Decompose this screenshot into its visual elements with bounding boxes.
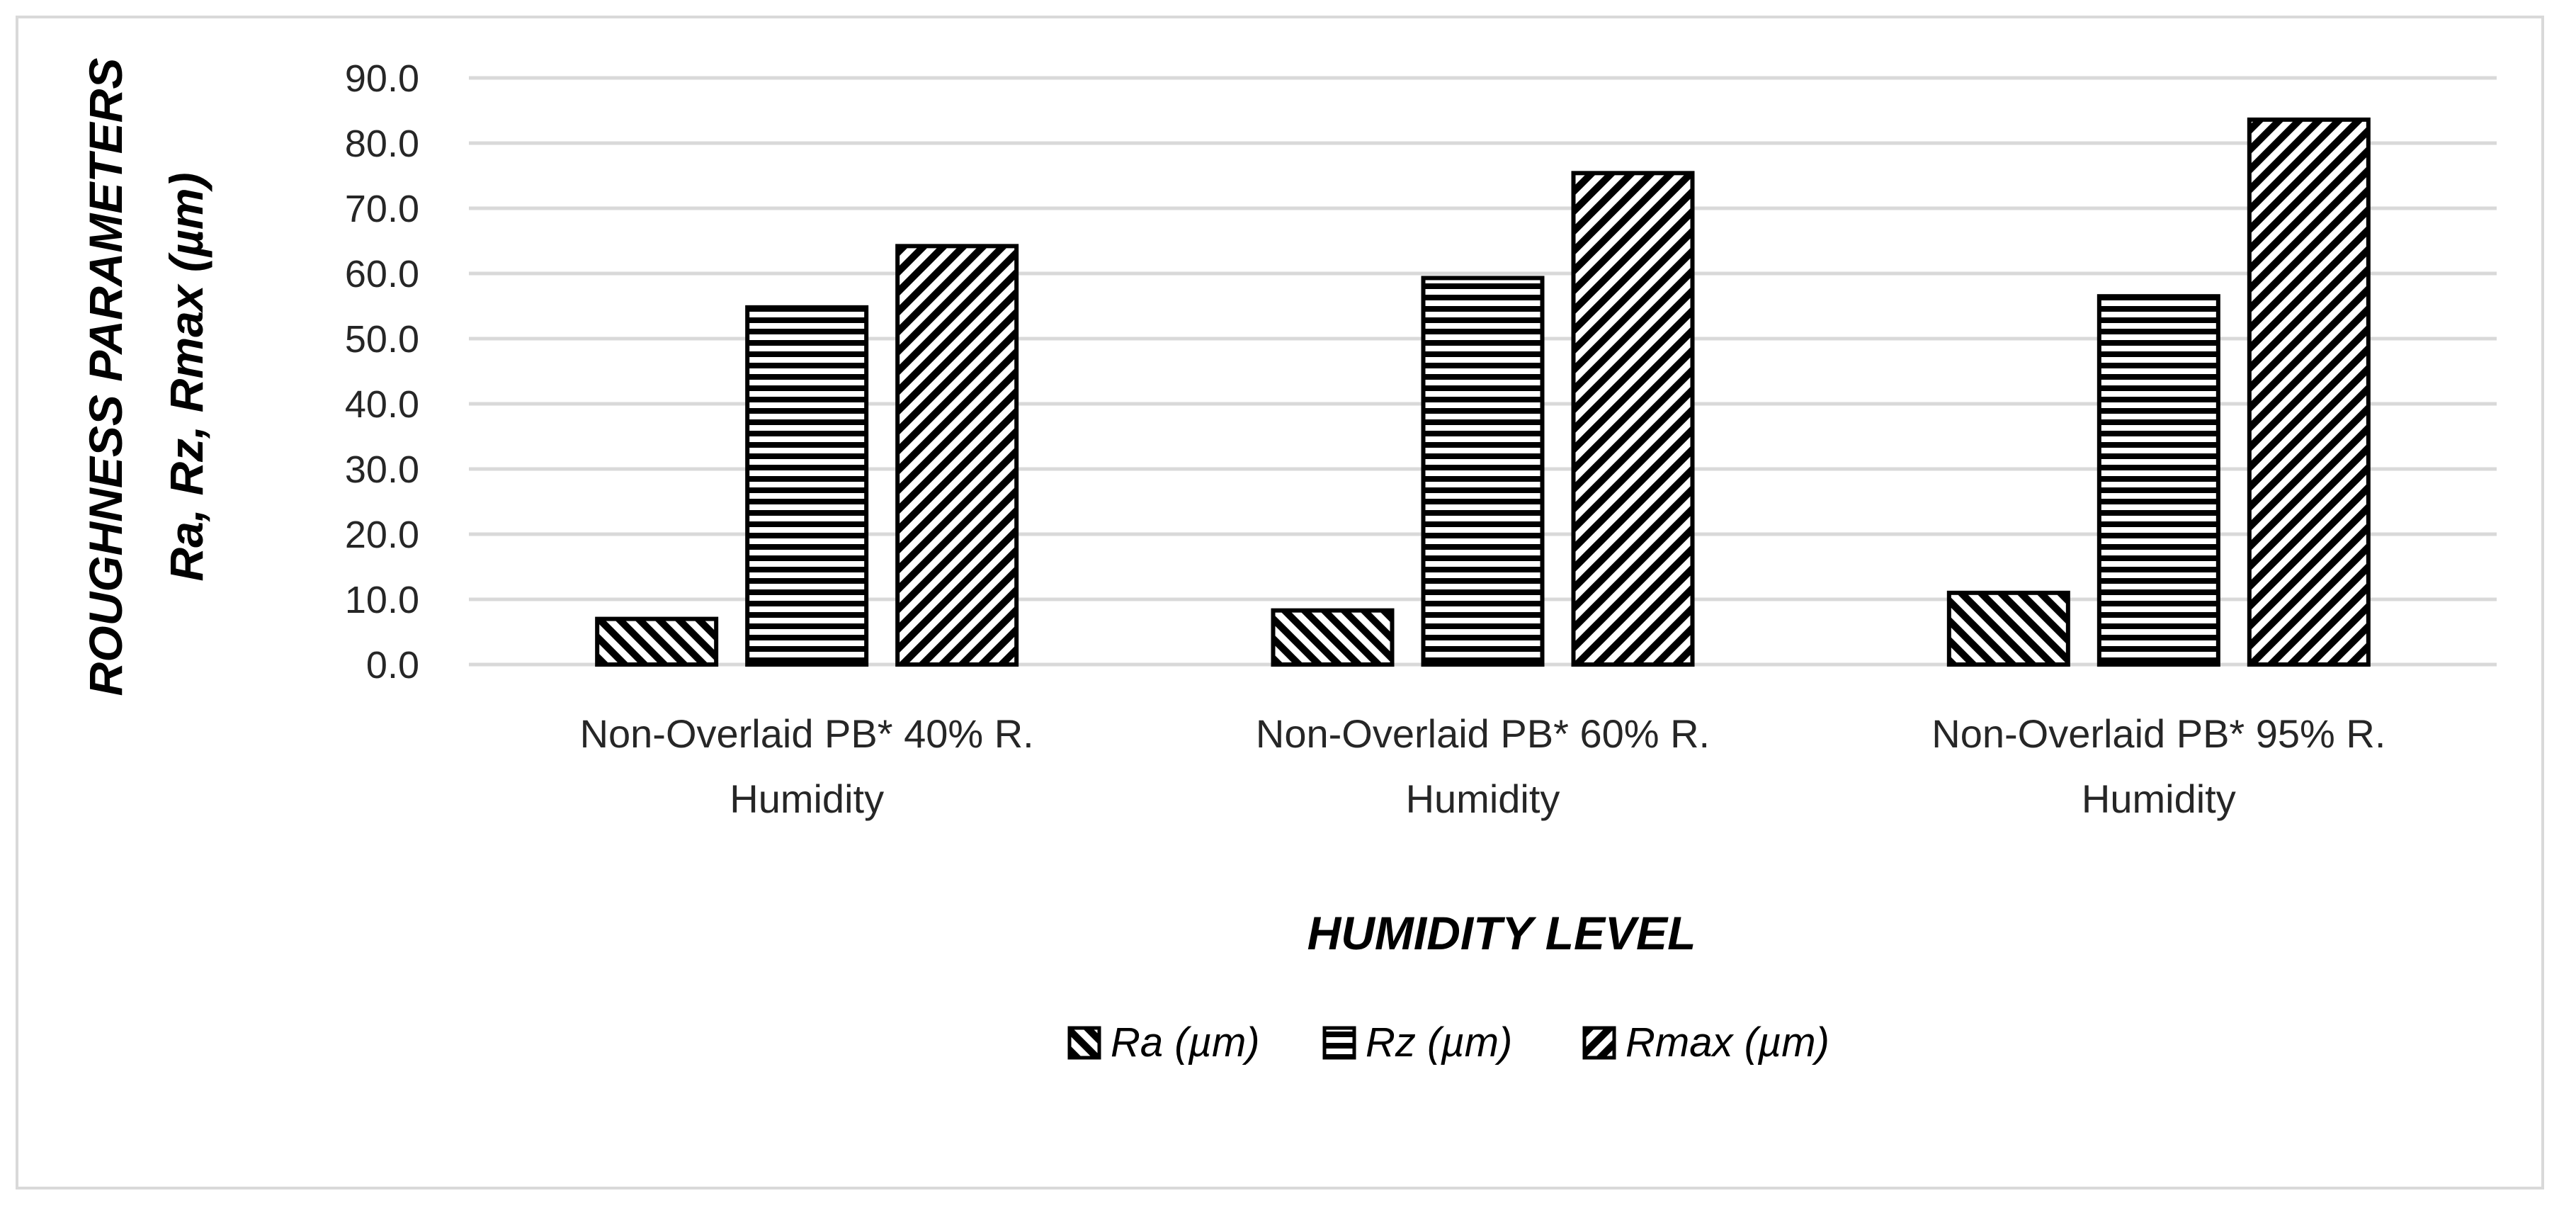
category-label-line: Non-Overlaid PB* 95% R. [1931, 711, 2385, 756]
bar-diag-up-1 [895, 244, 1019, 667]
category-label-line: Non-Overlaid PB* 60% R. [1256, 711, 1710, 756]
y-axis-title-line2: Ra, Rz, Rmax (µm) [160, 172, 212, 581]
y-axis-ticks: 0.0 10.0 20.0 30.0 40.0 50.0 60.0 70.0 80.0 90.0 [345, 57, 419, 686]
legend-swatch [1322, 1026, 1356, 1060]
bar-horizontal-1 [745, 305, 869, 667]
y-tick-label: 0.0 [366, 644, 419, 686]
category-label: Non-Overlaid PB* 40% R. Humidity [580, 711, 1034, 821]
bar-diag-down-3 [1946, 590, 2070, 667]
y-axis-title: ROUGHNESS PARAMETERS Ra, Rz, Rmax (µm) [79, 58, 212, 696]
y-axis-title-line1: ROUGHNESS PARAMETERS [79, 58, 132, 696]
bar-diag-up-2 [1571, 171, 1695, 667]
y-tick-label: 30.0 [345, 448, 419, 491]
legend: Ra (µm) Rz (µm) Rmax (µm) [1067, 1019, 1829, 1066]
legend-swatch [1582, 1026, 1616, 1060]
legend-label: Rmax (µm) [1625, 1019, 1829, 1066]
y-tick-label: 60.0 [345, 253, 419, 295]
bar-horizontal-3 [2096, 294, 2220, 667]
legend-item-diag-down: Ra (µm) [1067, 1019, 1260, 1066]
category-label-line: Humidity [2082, 776, 2236, 821]
legend-swatch [1067, 1026, 1101, 1060]
category-label-line: Humidity [1406, 776, 1560, 821]
legend-label: Ra (µm) [1111, 1019, 1260, 1066]
legend-item-diag-up: Rmax (µm) [1582, 1019, 1829, 1066]
x-axis-title: HUMIDITY LEVEL [1307, 907, 1696, 959]
bars [595, 117, 2371, 667]
bar-horizontal-2 [1421, 276, 1545, 667]
bar-diag-up-3 [2247, 117, 2371, 667]
y-tick-label: 20.0 [345, 514, 419, 556]
y-tick-label: 10.0 [345, 579, 419, 621]
category-label-line: Non-Overlaid PB* 40% R. [580, 711, 1034, 756]
y-tick-label: 40.0 [345, 383, 419, 426]
y-tick-label: 80.0 [345, 123, 419, 165]
legend-item-horizontal: Rz (µm) [1322, 1019, 1512, 1066]
bar-diag-down-1 [595, 616, 719, 667]
category-label: Non-Overlaid PB* 60% R. Humidity [1256, 711, 1710, 821]
y-tick-label: 90.0 [345, 57, 419, 100]
x-axis-categories: Non-Overlaid PB* 40% R. HumidityNon-Overl… [580, 711, 2386, 821]
legend-label: Rz (µm) [1366, 1019, 1512, 1066]
bar-diag-down-2 [1271, 608, 1395, 667]
category-label: Non-Overlaid PB* 95% R. Humidity [1931, 711, 2385, 821]
y-tick-label: 70.0 [345, 188, 419, 230]
y-tick-label: 50.0 [345, 318, 419, 361]
category-label-line: Humidity [730, 776, 884, 821]
